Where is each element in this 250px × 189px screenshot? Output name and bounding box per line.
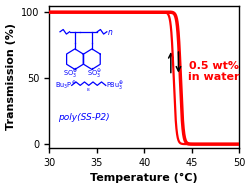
Y-axis label: Transmission (%): Transmission (%) — [6, 23, 16, 130]
X-axis label: Temperature (°C): Temperature (°C) — [90, 173, 197, 184]
Text: 0.5 wt%
in water: 0.5 wt% in water — [187, 61, 238, 82]
